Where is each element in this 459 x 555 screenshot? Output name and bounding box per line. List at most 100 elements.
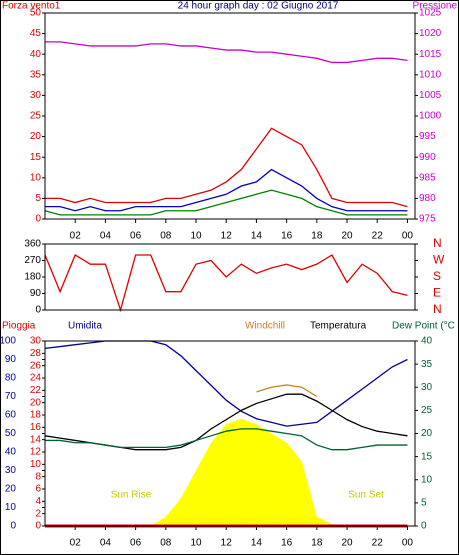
annotation: Sun Rise <box>111 490 152 501</box>
y-tick-label: 100 <box>0 336 16 347</box>
y-tick-label: 1025 <box>419 8 442 19</box>
y-tick-label: 16 <box>30 422 42 433</box>
y-tick-label: 1005 <box>419 90 442 101</box>
y-tick-label: 70 <box>5 391 17 402</box>
y-tick-label: 10 <box>421 474 433 485</box>
y-tick-label: 40 <box>5 447 17 458</box>
y-tick-label: 40 <box>421 336 433 347</box>
y-tick-label: 50 <box>30 8 42 19</box>
y-tick-label: 1015 <box>419 49 442 60</box>
y-tick-label: 60 <box>5 410 17 421</box>
y-tick-label: 24 <box>30 373 42 384</box>
y-tick-label: 0 <box>10 521 16 532</box>
y-tick-label: 30 <box>30 336 42 347</box>
y-tick-label: S <box>433 269 441 283</box>
y-tick-label: E <box>433 286 441 300</box>
x-tick-label: 00 <box>402 231 414 242</box>
x-tick-label: 08 <box>160 538 172 549</box>
y-tick-label: 30 <box>5 465 17 476</box>
y-tick-label: 80 <box>5 373 17 384</box>
y-tick-label: 50 <box>5 428 17 439</box>
x-tick-label: 22 <box>372 538 384 549</box>
x-tick-label: 02 <box>70 538 82 549</box>
x-tick-label: 22 <box>372 231 384 242</box>
y-tick-label: 35 <box>421 359 433 370</box>
y-tick-label: 270 <box>24 255 41 266</box>
y-tick-label: 10 <box>30 172 42 183</box>
annotation: Sun Set <box>348 490 384 501</box>
y-tick-label: 0 <box>35 305 41 316</box>
y-tick-label: 5 <box>35 193 41 204</box>
x-tick-label: 20 <box>341 231 353 242</box>
y-tick-label: 40 <box>30 49 42 60</box>
x-tick-label: 20 <box>341 538 353 549</box>
line <box>45 168 408 212</box>
y-tick-label: 18 <box>30 410 42 421</box>
x-tick-label: 04 <box>100 538 112 549</box>
y-tick-label: 4 <box>35 496 41 507</box>
y-tick-label: 30 <box>30 90 42 101</box>
plot-frame <box>44 340 416 527</box>
y-tick-label: 26 <box>30 360 42 371</box>
y-tick-label: 25 <box>30 111 42 122</box>
y-tick-label: 0 <box>35 521 41 532</box>
y-tick-label: 14 <box>30 434 42 445</box>
line <box>256 384 318 398</box>
y-tick-label: 20 <box>30 397 42 408</box>
x-tick-label: 10 <box>190 231 202 242</box>
y-axis-label: Forza vento1 <box>2 1 61 12</box>
y-tick-label: 990 <box>419 152 436 163</box>
y-tick-label: W <box>433 253 445 267</box>
y-tick-label: 2 <box>35 508 41 519</box>
y-tick-label: 0 <box>421 521 427 532</box>
line <box>44 189 408 216</box>
y-tick-label: 8 <box>35 471 41 482</box>
y-tick-label: 6 <box>35 484 41 495</box>
y-tick-label: 975 <box>419 214 436 225</box>
plot-frame <box>44 12 416 220</box>
x-tick-label: 14 <box>251 538 263 549</box>
y-tick-label: 995 <box>419 131 436 142</box>
x-tick-label: 16 <box>281 231 293 242</box>
x-tick-label: 18 <box>311 538 323 549</box>
y-tick-label: 22 <box>30 385 42 396</box>
line <box>45 127 408 208</box>
x-tick-label: 02 <box>70 231 82 242</box>
x-tick-label: 18 <box>311 231 323 242</box>
x-tick-label: 16 <box>281 538 293 549</box>
y-tick-label: 35 <box>30 69 42 80</box>
y-tick-label: 1000 <box>419 111 442 122</box>
y-tick-label: 25 <box>421 405 433 416</box>
legend-label: Temperatura <box>310 321 367 332</box>
x-tick-label: 14 <box>251 231 263 242</box>
legend-label: Dew Point (°C <box>392 321 455 332</box>
x-tick-label: 08 <box>160 231 172 242</box>
x-tick-label: 06 <box>130 231 142 242</box>
y-tick-label: 1020 <box>419 28 442 39</box>
y-tick-label: 20 <box>5 484 17 495</box>
y-tick-label: 0 <box>35 214 41 225</box>
line <box>45 41 408 64</box>
y-tick-label: 10 <box>30 459 42 470</box>
y-tick-label: 90 <box>5 354 17 365</box>
x-tick-label: 12 <box>221 231 233 242</box>
chart-title: 24 hour graph day : 02 Giugno 2017 <box>178 1 339 12</box>
line <box>45 428 408 451</box>
y-tick-label: 360 <box>24 239 41 250</box>
y-tick-label: N <box>433 236 442 250</box>
y-tick-label: 90 <box>30 288 42 299</box>
legend-label: Pioggia <box>2 321 36 332</box>
line <box>44 254 408 313</box>
y-tick-label: 20 <box>421 428 433 439</box>
y2-axis-label: Pressione <box>413 1 458 12</box>
y-tick-label: 985 <box>419 172 436 183</box>
y-tick-label: 15 <box>421 451 433 462</box>
x-tick-label: 06 <box>130 538 142 549</box>
x-tick-label: 00 <box>402 538 414 549</box>
y-tick-label: 180 <box>24 272 41 283</box>
y-tick-label: 1010 <box>419 69 442 80</box>
plot-frame <box>44 243 416 311</box>
x-tick-label: 10 <box>190 538 202 549</box>
y-tick-label: 5 <box>421 498 427 509</box>
